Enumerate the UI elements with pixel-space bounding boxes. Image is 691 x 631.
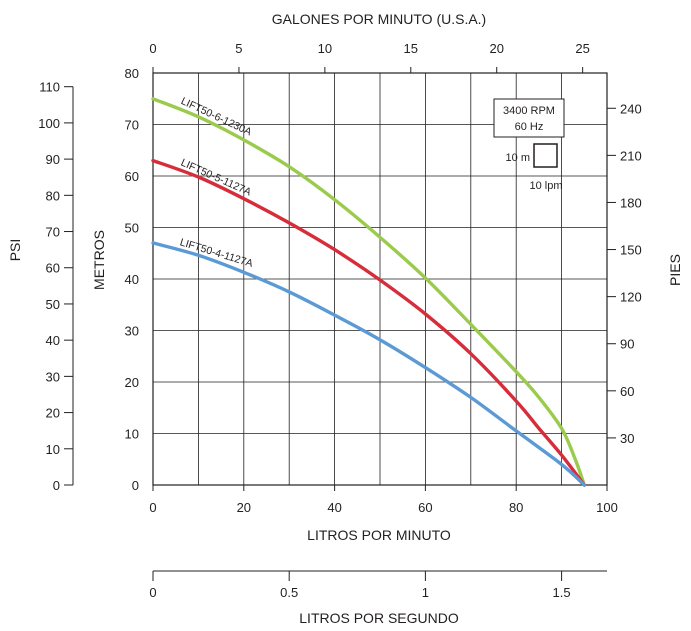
- y-left-inner-tick-label: 40: [125, 272, 139, 287]
- y-left-inner-tick-label: 30: [125, 324, 139, 339]
- y-right-tick-label: 90: [620, 337, 634, 352]
- y-left-inner-axis-title: METROS: [91, 230, 107, 290]
- x-bottom-tick-label: 100: [596, 500, 618, 515]
- y-left-outer-tick-label: 20: [46, 406, 60, 421]
- x-top-tick-label: 0: [149, 41, 156, 56]
- x-bottom-tick-label: 60: [418, 500, 432, 515]
- y-left-outer-tick-label: 90: [46, 152, 60, 167]
- rpm-annotation: 3400 RPM 60 Hz 10 m 10 lpm: [493, 98, 565, 192]
- hz-label: 60 Hz: [515, 121, 544, 133]
- x-top-tick-label: 15: [404, 41, 418, 56]
- y-right-tick-label: 150: [620, 243, 642, 258]
- y-left-inner-tick-label: 70: [125, 118, 139, 133]
- scale-horizontal-label: 10 lpm: [529, 180, 562, 192]
- x-second-bottom-tick-label: 0.5: [280, 585, 298, 600]
- y-left-inner-tick-label: 0: [132, 478, 139, 493]
- x-top-tick-label: 5: [235, 41, 242, 56]
- series-line: [151, 158, 586, 487]
- x-bottom-tick-label: 0: [149, 500, 156, 515]
- labels: LIFT50-6-1230ALIFT50-5-1127ALIFT50-4-112…: [178, 95, 254, 270]
- y-left-outer-tick-label: 10: [46, 442, 60, 457]
- y-right-tick-label: 30: [620, 431, 634, 446]
- y-left-outer-tick-label: 40: [46, 333, 60, 348]
- y-right-tick-label: 120: [620, 290, 642, 305]
- x-second-bottom-tick-label: 1: [422, 585, 429, 600]
- x-bottom-tick-label: 80: [509, 500, 523, 515]
- series-label: LIFT50-6-1230A: [179, 95, 253, 138]
- x-second-bottom-tick-label: 1.5: [553, 585, 571, 600]
- x-top-tick-label: 20: [489, 41, 503, 56]
- series-line: [151, 97, 586, 487]
- x-bottom-tick-label: 40: [327, 500, 341, 515]
- rpm-annotation-box: [493, 98, 565, 138]
- y-left-outer-tick-label: 100: [38, 116, 60, 131]
- y-left-outer-tick-label: 80: [46, 188, 60, 203]
- y-left-outer-tick-label: 60: [46, 261, 60, 276]
- y-right-tick-label: 210: [620, 148, 642, 163]
- series-label: LIFT50-5-1127A: [179, 157, 253, 199]
- y-left-inner-tick-label: 10: [125, 427, 139, 442]
- series-line: [151, 241, 586, 487]
- y-left-outer-axis-title: PSI: [7, 239, 23, 262]
- series-curves: [151, 97, 586, 487]
- x-top-tick-label: 10: [318, 41, 332, 56]
- x-second-bottom-axis-title: LITROS POR SEGUNDO: [299, 610, 459, 626]
- y-left-inner-tick-label: 60: [125, 169, 139, 184]
- plot-frame: [152, 72, 608, 486]
- x-top-axis-title: GALONES POR MINUTO (U.S.A.): [272, 11, 486, 27]
- y-left-outer-tick-label: 30: [46, 369, 60, 384]
- x-bottom-tick-label: 20: [237, 500, 251, 515]
- scale-vertical-label: 10 m: [506, 152, 530, 164]
- y-left-outer-tick-label: 110: [39, 80, 60, 95]
- y-right-tick-label: 180: [620, 195, 642, 210]
- rpm-label: 3400 RPM: [503, 105, 555, 117]
- y-right-tick-label: 240: [620, 101, 642, 116]
- scale-square: [533, 143, 558, 168]
- x-top-tick-label: 25: [575, 41, 589, 56]
- y-left-inner-tick-label: 80: [125, 66, 139, 81]
- y-left-outer-tick-label: 50: [46, 297, 60, 312]
- x-second-bottom-tick-label: 0: [149, 585, 156, 600]
- x-bottom-axis-title: LITROS POR MINUTO: [307, 527, 451, 543]
- y-right-axis-title: PIES: [667, 254, 683, 286]
- y-left-inner-tick-label: 20: [125, 375, 139, 390]
- y-left-inner-tick-label: 50: [125, 221, 139, 236]
- y-left-outer-tick-label: 0: [53, 478, 60, 493]
- y-right-tick-label: 60: [620, 384, 634, 399]
- y-left-outer-tick-label: 70: [46, 225, 60, 240]
